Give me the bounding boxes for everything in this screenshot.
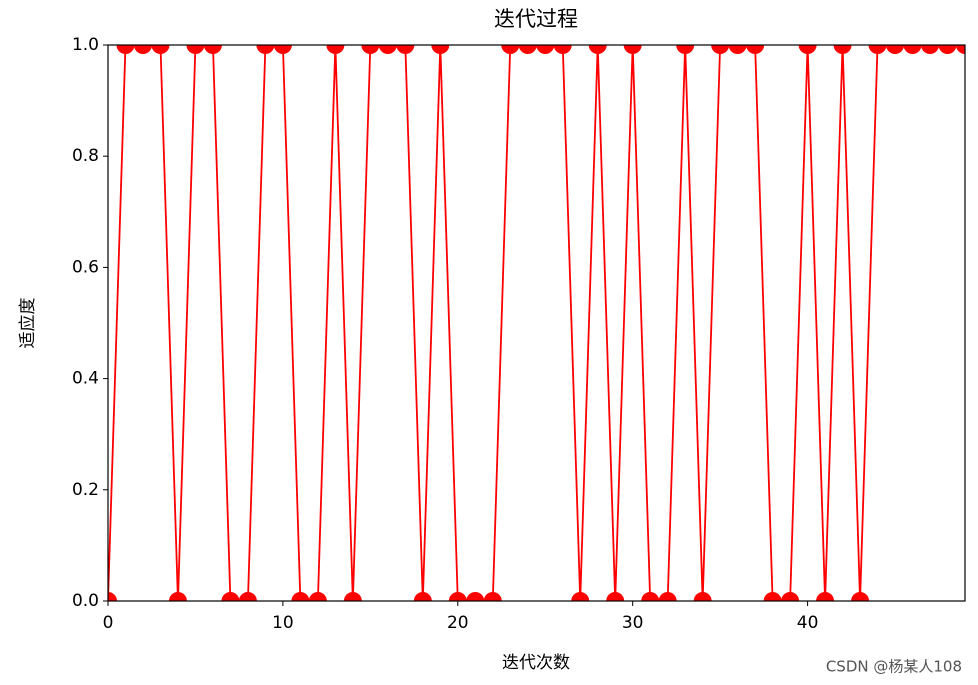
point [483, 592, 502, 601]
x-tick-label: 10 [272, 613, 294, 633]
point [256, 45, 275, 54]
point [833, 45, 852, 54]
point [781, 592, 800, 601]
point [273, 45, 292, 54]
point [641, 592, 660, 601]
point [108, 592, 117, 601]
point [956, 45, 965, 54]
point [518, 45, 537, 54]
x-tick-label: 40 [797, 613, 819, 633]
point [658, 592, 677, 601]
point [396, 45, 415, 54]
y-axis-label: 适应度 [18, 298, 38, 349]
point [291, 592, 310, 601]
point [116, 45, 135, 54]
y-tick-label: 1.0 [72, 35, 99, 55]
point [413, 592, 432, 601]
x-tick-label: 30 [622, 613, 644, 633]
y-tick-label: 0.0 [72, 591, 99, 611]
point [326, 45, 345, 54]
point [151, 45, 170, 54]
point [308, 592, 327, 601]
point [903, 45, 922, 54]
point [378, 45, 397, 54]
x-tick-label: 20 [447, 613, 469, 633]
y-tick-label: 0.4 [72, 369, 99, 389]
point [448, 592, 467, 601]
point [343, 592, 362, 601]
point [851, 592, 870, 601]
point [816, 592, 835, 601]
point [186, 45, 205, 54]
point [711, 45, 730, 54]
watermark: CSDN @杨某人108 [826, 658, 962, 676]
point [238, 592, 257, 601]
chart-title: 迭代过程 [494, 7, 578, 31]
point [361, 45, 380, 54]
point [746, 45, 765, 54]
x-axis-label: 迭代次数 [502, 653, 570, 673]
point [536, 45, 555, 54]
point [221, 592, 240, 601]
point [623, 45, 642, 54]
point [693, 592, 712, 601]
point [938, 45, 957, 54]
point [676, 45, 695, 54]
y-tick-label: 0.2 [72, 480, 99, 500]
y-tick-label: 0.6 [72, 257, 99, 277]
plot-frame [107, 44, 966, 602]
point [921, 45, 940, 54]
point [728, 45, 747, 54]
point [431, 45, 450, 54]
point [886, 45, 905, 54]
point [606, 592, 625, 601]
series-line [108, 45, 965, 601]
x-tick-label: 0 [103, 613, 114, 633]
point [571, 592, 590, 601]
point [203, 45, 222, 54]
point [763, 592, 782, 601]
point [501, 45, 520, 54]
point [553, 45, 572, 54]
point [798, 45, 817, 54]
point [868, 45, 887, 54]
y-tick-label: 0.8 [72, 146, 99, 166]
point [588, 45, 607, 54]
point [168, 592, 187, 601]
point [466, 592, 485, 601]
point [133, 45, 152, 54]
